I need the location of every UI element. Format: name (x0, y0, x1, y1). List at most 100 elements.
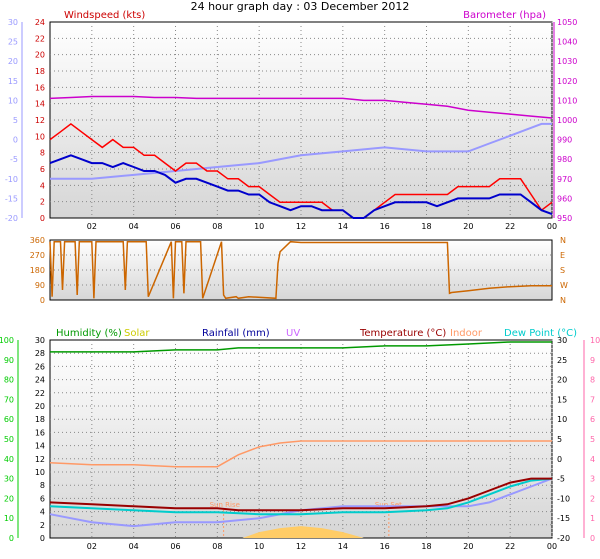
wind-axis-tick: 8 (40, 149, 45, 158)
outer-left-axis-tick: 20 (8, 57, 18, 66)
wind-x-tick: 18 (421, 222, 431, 231)
direction-axis-tick: 90 (35, 281, 45, 290)
windspeed-series (49, 122, 553, 219)
indoor-series (49, 440, 552, 468)
wind-x-tick: 16 (380, 222, 390, 231)
wind-x-tick: 06 (170, 222, 180, 231)
humidity-series (50, 341, 552, 353)
temp-x-tick: 14 (338, 542, 348, 551)
rain-axis-tick: 28 (35, 349, 45, 358)
uv-axis-tick: 6 (590, 415, 595, 424)
outer-trace-series (50, 122, 552, 180)
wind-axis-tick: 16 (35, 83, 45, 92)
baro-axis-tick: 990 (557, 136, 572, 145)
outer-left-axis-tick: 5 (13, 116, 18, 125)
rain-axis-tick: 4 (40, 508, 45, 517)
rain-axis-tick: 14 (35, 442, 45, 451)
outer-left-axis-tick: -5 (10, 155, 18, 164)
direction-axis-tick: 180 (30, 266, 45, 275)
wind-x-tick: 22 (505, 222, 515, 231)
humidity-axis-tick: 40 (4, 455, 14, 464)
uv-axis-tick: 1 (590, 514, 595, 523)
humidity-axis-tick: 10 (4, 514, 14, 523)
barometer-series (49, 95, 553, 119)
humidity-axis-tick: 70 (4, 395, 14, 404)
wind-axis-tick: 22 (35, 34, 45, 43)
outer-left-axis-tick: -10 (5, 175, 18, 184)
temp-legend-item: Temperature (°C) (359, 328, 446, 339)
wind-x-tick: 12 (296, 222, 306, 231)
baro-axis-tick: 1050 (557, 18, 577, 27)
solar-area (242, 526, 364, 538)
rain-axis-tick: 18 (35, 415, 45, 424)
temp-x-tick: 00 (547, 542, 557, 551)
direction-axis-tick: 270 (30, 251, 45, 260)
temp-axis-tick: 10 (557, 415, 567, 424)
baro-axis-tick: 1000 (557, 116, 577, 125)
temp-axis-tick: 20 (557, 376, 567, 385)
direction-axis-tick: 0 (40, 296, 45, 305)
rain-axis-tick: 16 (35, 428, 45, 437)
dewpoint-series (49, 477, 553, 516)
baro-axis-tick: 980 (557, 155, 572, 164)
rain-axis-tick: 30 (35, 336, 45, 345)
baro-axis-tick: 1010 (557, 96, 577, 105)
temp-axis-tick: 15 (557, 395, 567, 404)
humidity-axis-tick: 60 (4, 415, 14, 424)
wind-x-tick: 14 (338, 222, 348, 231)
temp-x-tick: 10 (254, 542, 264, 551)
temp-legend-item: Indoor (450, 328, 483, 339)
temp-axis-tick: 30 (557, 336, 567, 345)
compass-axis-tick: N (560, 236, 566, 245)
uv-axis-tick: 4 (590, 455, 595, 464)
outer-left-axis-tick: 30 (8, 18, 18, 27)
humidity-axis-tick: 50 (4, 435, 14, 444)
temp-legend-item: UV (286, 328, 300, 339)
uv-axis-tick: 8 (590, 376, 595, 385)
rain-axis-tick: 0 (40, 534, 45, 543)
wind-axis-tick: 10 (35, 132, 45, 141)
humidity-axis-tick: 20 (4, 494, 14, 503)
temp-axis-tick: -20 (557, 534, 570, 543)
uv-axis-tick: 9 (590, 356, 595, 365)
compass-axis-tick: E (560, 251, 565, 260)
wind-x-tick: 10 (254, 222, 264, 231)
rain-axis-tick: 12 (35, 455, 45, 464)
rain-axis-tick: 26 (35, 362, 45, 371)
wind-axis-tick: 4 (40, 181, 45, 190)
outer-left-axis-tick: 15 (8, 77, 18, 86)
wind-x-tick: 00 (547, 222, 557, 231)
temperature-series (49, 477, 552, 512)
baro-legend: Barometer (hpa) (463, 10, 546, 21)
humidity-axis-tick: 90 (4, 356, 14, 365)
temp-x-tick: 22 (505, 542, 515, 551)
uv-axis-tick: 3 (590, 475, 595, 484)
rain-axis-tick: 6 (40, 494, 45, 503)
wind-x-tick: 04 (129, 222, 139, 231)
avg-wind-series (49, 154, 553, 219)
wind-x-tick: 02 (87, 222, 97, 231)
uv-axis-tick: 10 (590, 336, 600, 345)
sunrise-label: Sun Rise (210, 501, 240, 509)
wind-x-tick: 20 (463, 222, 473, 231)
baro-axis-tick: 970 (557, 175, 572, 184)
outer-left-axis-tick: -20 (5, 214, 18, 223)
uv-axis-tick: 0 (590, 534, 595, 543)
direction-panel-plot-area (49, 239, 553, 301)
uv-axis-tick: 5 (590, 435, 595, 444)
outer-trace-series-bottom (49, 477, 553, 528)
outer-left-axis-tick: -15 (5, 194, 18, 203)
temp-axis-tick: -10 (557, 494, 570, 503)
wind-axis-tick: 18 (35, 67, 45, 76)
wind-axis-tick: 20 (35, 51, 45, 60)
rain-axis-tick: 24 (35, 376, 45, 385)
temp-x-tick: 02 (87, 542, 97, 551)
temp-x-tick: 12 (296, 542, 306, 551)
wind-panel-plot-area (49, 21, 553, 219)
temp-legend-item: Dew Point (°C) (504, 328, 577, 339)
humidity-axis-tick: 80 (4, 376, 14, 385)
wind-axis-tick: 12 (35, 116, 45, 125)
outer-left-axis-tick: 10 (8, 96, 18, 105)
outer-left-axis-tick: 25 (8, 38, 18, 47)
